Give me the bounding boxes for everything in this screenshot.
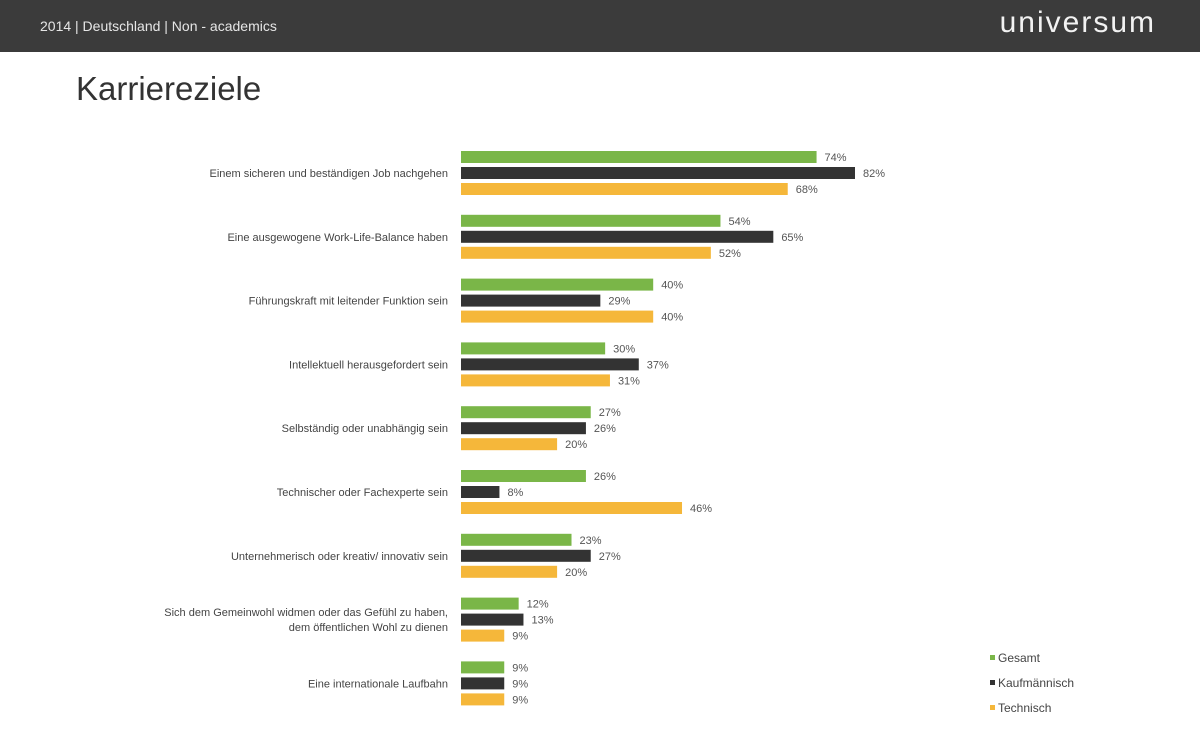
bar <box>461 422 586 435</box>
data-label: 74% <box>825 152 847 164</box>
data-label: 23% <box>580 535 602 547</box>
bar <box>461 310 654 323</box>
bar <box>461 342 606 355</box>
category-label: Technischer oder Fachexperte sein <box>277 487 448 499</box>
category-label: Eine ausgewogene Work-Life-Balance haben <box>227 232 448 244</box>
category-label: dem öffentlichen Wohl zu dienen <box>289 622 448 634</box>
data-label: 68% <box>796 184 818 196</box>
data-label: 54% <box>728 216 750 228</box>
legend-label: Kaufmännisch <box>998 676 1074 690</box>
legend-label: Gesamt <box>998 651 1041 665</box>
data-label: 26% <box>594 423 616 435</box>
header-bar: 2014 | Deutschland | Non - academics uni… <box>0 0 1200 52</box>
data-label: 9% <box>512 694 528 706</box>
data-label: 20% <box>565 439 587 451</box>
bar <box>461 278 654 291</box>
data-label: 46% <box>690 503 712 515</box>
bar <box>461 438 558 451</box>
bar <box>461 151 817 163</box>
bar <box>461 470 586 482</box>
category-label: Eine internationale Laufbahn <box>308 678 448 690</box>
legend-marker <box>990 705 995 710</box>
category-label: Unternehmerisch oder kreativ/ innovativ … <box>231 551 448 563</box>
data-label: 31% <box>618 375 640 387</box>
category-label: Selbständig oder unabhängig sein <box>282 423 448 435</box>
bar <box>461 677 505 690</box>
data-label: 29% <box>608 296 630 308</box>
data-label: 9% <box>512 631 528 643</box>
data-label: 26% <box>594 471 616 483</box>
category-label: Sich dem Gemeinwohl widmen oder das Gefü… <box>164 607 448 619</box>
bar <box>461 565 558 578</box>
chart-title: Karriereziele <box>76 70 262 107</box>
bar <box>461 214 721 227</box>
legend-marker <box>990 680 995 685</box>
bar <box>461 549 591 562</box>
bar <box>461 613 524 626</box>
bar <box>461 230 774 243</box>
bar <box>461 406 591 419</box>
data-label: 27% <box>599 551 621 563</box>
data-label: 12% <box>527 599 549 611</box>
category-label: Führungskraft mit leitender Funktion sei… <box>249 296 448 308</box>
data-label: 20% <box>565 567 587 579</box>
data-label: 40% <box>661 280 683 292</box>
bar <box>461 183 788 195</box>
bar <box>461 374 610 387</box>
legend-label: Technisch <box>998 701 1051 715</box>
data-label: 8% <box>507 487 523 499</box>
bar <box>461 246 711 259</box>
bar <box>461 167 855 179</box>
bar <box>461 358 639 371</box>
bar <box>461 486 500 498</box>
data-label: 13% <box>531 615 553 627</box>
data-label: 37% <box>647 359 669 371</box>
data-label: 9% <box>512 678 528 690</box>
data-label: 30% <box>613 343 635 355</box>
category-label: Einem sicheren und beständigen Job nachg… <box>209 168 448 180</box>
data-label: 82% <box>863 168 885 180</box>
bar <box>461 597 519 610</box>
bar <box>461 502 683 514</box>
data-label: 40% <box>661 312 683 324</box>
legend-marker <box>990 655 995 660</box>
bar <box>461 629 505 642</box>
bar <box>461 533 572 546</box>
universum-logo: universum <box>999 6 1156 39</box>
category-label: Intellektuell herausgefordert sein <box>289 359 448 371</box>
data-label: 52% <box>719 248 741 260</box>
data-label: 27% <box>599 407 621 419</box>
bar <box>461 294 601 307</box>
data-label: 65% <box>781 232 803 244</box>
data-label: 9% <box>512 662 528 674</box>
bar <box>461 693 505 706</box>
header-subtitle: 2014 | Deutschland | Non - academics <box>40 18 277 34</box>
bar <box>461 661 505 674</box>
